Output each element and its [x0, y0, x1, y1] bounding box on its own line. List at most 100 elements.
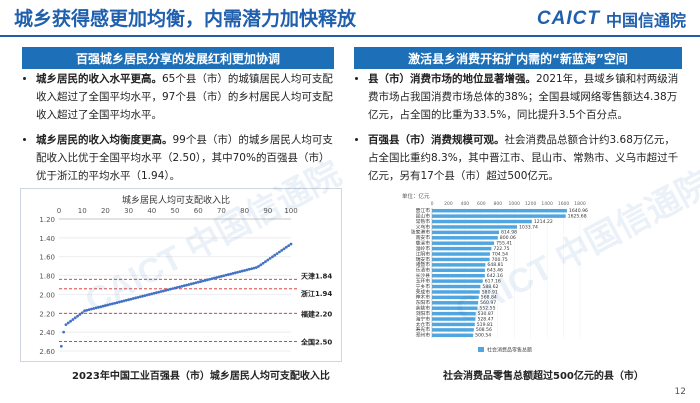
data-point — [289, 242, 293, 246]
value-label: 617.16 — [485, 278, 501, 284]
left-panel-heading: 百强城乡居民分享的发展红利更加协调 — [22, 47, 334, 69]
category-label: 江阴市 — [416, 250, 431, 257]
retail-sales-chart: 单位：亿元 0 200 400 600 800 1000 1200 1400 1600 1800 晋江… — [400, 190, 600, 360]
right-bullet-2: 百强县（市）消费规模可观。社会消费品总额合计约3.68万亿元，占全国比重约8.3… — [368, 131, 682, 185]
data-point — [69, 319, 72, 323]
bar — [432, 279, 483, 283]
data-point — [104, 304, 107, 307]
unit-label: 单位：亿元 — [402, 192, 430, 200]
value-label: 580.91 — [482, 289, 498, 295]
bullet-text: 99个县（市）的城乡居民人均可支配收入比优于全国平均水平（2.50），其中70%… — [36, 134, 333, 182]
data-point — [113, 301, 117, 305]
x-tick-label: 50 — [171, 207, 180, 215]
right-panel-heading: 激活县乡消费开拓扩内需的“新蓝海”空间 — [354, 47, 682, 69]
data-point — [189, 282, 193, 286]
bar — [432, 290, 480, 294]
data-point — [273, 253, 277, 257]
data-point — [178, 285, 182, 289]
data-point — [217, 275, 221, 279]
data-point — [108, 302, 112, 306]
data-point — [201, 279, 205, 283]
data-point — [136, 295, 140, 299]
data-point — [254, 266, 258, 269]
y-tick-label: 1.20 — [39, 216, 55, 224]
value-label: 1625.68 — [568, 213, 587, 219]
data-point — [101, 304, 105, 308]
bar — [432, 328, 474, 332]
category-label: 晋江市 — [416, 207, 431, 214]
x-tick-label: 400 — [461, 201, 470, 207]
data-point — [264, 260, 267, 264]
category-label: 荣成市 — [416, 288, 431, 295]
data-point — [233, 271, 237, 275]
data-point — [129, 297, 133, 301]
x-tick-label: 1000 — [508, 201, 520, 207]
x-tick-label: 60 — [194, 207, 203, 215]
y-tick-label: 2.20 — [39, 310, 55, 318]
data-point — [85, 308, 89, 312]
data-point — [164, 288, 168, 292]
reference-label: 浙江1.94 — [301, 289, 332, 298]
value-label: 500.54 — [475, 333, 491, 339]
income-ratio-chart: 城乡居民人均可支配收入比 1.20 1.40 1.60 1.80 2.00 2.20 2.40… — [20, 188, 342, 362]
data-point — [213, 276, 216, 280]
data-point — [150, 292, 154, 296]
data-point — [145, 293, 149, 297]
bullet-text: 社会消费品总额合计约3.68万亿元，占全国比重约8.3%，其中晋江市、昆山市、常… — [368, 134, 679, 182]
reference-label: 福建2.20 — [300, 309, 332, 318]
retail-sales-svg: 单位：亿元0 200 400 600 800 1000 1200 1400 1600 1800 晋江… — [402, 192, 588, 354]
data-point — [162, 289, 165, 293]
logo-cn: 中国信通院 — [605, 11, 686, 30]
value-label: 722.75 — [493, 246, 509, 252]
x-tick-label: 0 — [57, 207, 61, 215]
y-tick-label: 2.40 — [39, 329, 55, 337]
bar — [432, 236, 498, 240]
bullet-bold: 县（市）消费市场的地位显著增强。 — [368, 73, 536, 85]
data-point — [148, 293, 151, 296]
data-point — [92, 307, 96, 310]
x-tick-label: 20 — [101, 207, 110, 215]
data-point — [206, 278, 209, 282]
bar — [432, 273, 485, 278]
category-label: 诸暨市 — [416, 261, 431, 268]
data-point — [226, 273, 230, 276]
x-tick-label: 600 — [477, 201, 486, 207]
chart-title: 城乡居民人均可支配收入比 — [122, 194, 230, 206]
data-point — [199, 280, 202, 283]
data-point — [122, 299, 126, 303]
category-label: 神木市 — [416, 294, 431, 301]
data-point — [208, 277, 212, 281]
bar — [432, 322, 475, 327]
data-point — [171, 287, 175, 291]
value-label: 643.46 — [487, 268, 503, 274]
data-point — [192, 281, 195, 285]
data-point — [127, 298, 130, 302]
bullet-bold: 城乡居民的收入水平更高。 — [36, 73, 162, 85]
y-tick-label: 1.80 — [39, 273, 55, 281]
bar — [432, 311, 476, 316]
reference-label: 天津1.84 — [301, 271, 332, 280]
value-label: 755.41 — [496, 241, 512, 247]
logo: CAICT 中国信通院 — [537, 7, 686, 31]
value-label: 530.87 — [478, 311, 494, 317]
data-point — [185, 283, 189, 287]
bar — [432, 301, 479, 305]
legend-label: 社会消费品零售总额 — [487, 347, 532, 354]
data-point — [99, 305, 103, 309]
value-label: 814.98 — [501, 230, 517, 236]
data-point — [266, 258, 270, 262]
category-label: 寿光市 — [416, 326, 431, 333]
data-point — [259, 263, 263, 267]
x-tick-label: 100 — [284, 207, 297, 215]
data-point — [261, 261, 265, 265]
data-point — [275, 252, 279, 256]
right-bullets: 县（市）消费市场的地位显著增强。2021年，县域乡镇和村两级消费市场占我国消费市… — [354, 70, 682, 188]
data-point — [240, 269, 244, 273]
data-point — [175, 286, 179, 289]
x-tick-label: 800 — [493, 201, 502, 207]
data-point — [143, 294, 147, 298]
value-label: 552.55 — [479, 306, 495, 312]
bar — [432, 225, 517, 229]
value-label: 528.47 — [477, 316, 493, 322]
category-label: 玉环市 — [416, 277, 431, 284]
